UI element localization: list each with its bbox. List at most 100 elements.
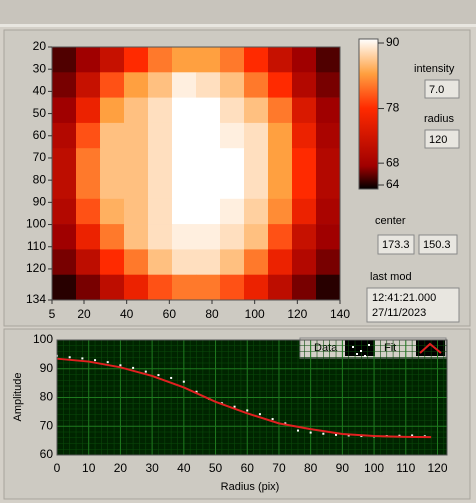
legend-swatch bbox=[345, 340, 375, 356]
ramp-tick-label: 68 bbox=[386, 155, 400, 169]
heatmap-cell bbox=[148, 249, 173, 275]
heatmap-cell bbox=[244, 173, 269, 200]
heatmap-cell bbox=[244, 249, 269, 275]
heatmap-cell bbox=[196, 249, 221, 275]
heatmap-cell bbox=[316, 148, 341, 174]
heatmap-cell bbox=[148, 148, 173, 174]
data-point bbox=[144, 370, 147, 373]
y-tick-label: 30 bbox=[33, 61, 47, 75]
data-point bbox=[347, 434, 350, 437]
legend-point bbox=[360, 350, 362, 352]
heatmap-cell bbox=[124, 47, 149, 73]
ramp-tick-label: 78 bbox=[386, 101, 400, 115]
heatmap-cell bbox=[172, 72, 197, 98]
heatmap-cell bbox=[124, 122, 149, 149]
heatmap-cell bbox=[292, 72, 317, 98]
heatmap-cell bbox=[52, 274, 77, 301]
heatmap-cell bbox=[268, 274, 293, 301]
x-tick-label: 5 bbox=[49, 307, 56, 321]
legend-label: Fit bbox=[384, 342, 396, 354]
heatmap-cell bbox=[292, 148, 317, 174]
heatmap-cell bbox=[196, 122, 221, 149]
heatmap-cell bbox=[196, 148, 221, 174]
heatmap-cell bbox=[196, 274, 221, 301]
y-tick-label: 60 bbox=[33, 128, 47, 142]
heatmap-cell bbox=[100, 47, 125, 73]
label: center bbox=[375, 215, 406, 227]
heatmap-cell bbox=[196, 173, 221, 200]
label: last mod bbox=[370, 271, 412, 283]
heatmap-cell bbox=[220, 72, 245, 98]
data-point bbox=[170, 376, 173, 379]
x-tick-label: 120 bbox=[427, 461, 447, 475]
heatmap-cell bbox=[148, 122, 173, 149]
x-tick-label: 70 bbox=[272, 461, 286, 475]
data-point bbox=[284, 422, 287, 425]
heatmap-cell bbox=[292, 249, 317, 275]
heatmap-cell bbox=[148, 224, 173, 250]
y-tick-label: 20 bbox=[33, 39, 47, 53]
heatmap-cell bbox=[196, 198, 221, 225]
heatmap-cell bbox=[268, 122, 293, 149]
data-point bbox=[271, 418, 274, 421]
y-tick-label: 100 bbox=[33, 332, 53, 346]
label: intensity bbox=[414, 63, 455, 75]
heatmap-cell bbox=[244, 97, 269, 124]
heatmap-cell bbox=[52, 72, 77, 98]
x-tick-label: 80 bbox=[304, 461, 318, 475]
heatmap-cell bbox=[124, 173, 149, 200]
y-tick-label: 40 bbox=[33, 84, 47, 98]
heatmap-cell bbox=[148, 173, 173, 200]
heatmap-cell bbox=[76, 274, 101, 301]
heatmap-cell bbox=[292, 122, 317, 149]
heatmap-cell bbox=[100, 72, 125, 98]
heatmap-cell bbox=[292, 173, 317, 200]
toolbar bbox=[0, 0, 476, 24]
heatmap-cell bbox=[196, 72, 221, 98]
heatmap-cell bbox=[148, 72, 173, 98]
legend-point bbox=[356, 353, 358, 355]
data-point bbox=[68, 356, 71, 359]
heatmap-cell bbox=[220, 198, 245, 225]
x-tick-label: 90 bbox=[336, 461, 350, 475]
heatmap-cell bbox=[316, 122, 341, 149]
heatmap-cell bbox=[292, 97, 317, 124]
y-tick-label: 80 bbox=[33, 172, 47, 186]
heatmap-cell bbox=[76, 122, 101, 149]
data-point bbox=[246, 409, 249, 412]
heatmap-cell bbox=[52, 224, 77, 250]
data-point bbox=[411, 434, 414, 437]
heatmap-cell bbox=[124, 148, 149, 174]
heatmap-cell bbox=[244, 47, 269, 73]
heatmap-cell bbox=[220, 274, 245, 301]
data-point bbox=[322, 432, 325, 435]
heatmap-cell bbox=[244, 72, 269, 98]
legend-line bbox=[419, 342, 442, 354]
heatmap-cell bbox=[292, 47, 317, 73]
y-tick-label: 60 bbox=[40, 447, 54, 461]
heatmap-cell bbox=[148, 274, 173, 301]
heatmap-cell bbox=[244, 198, 269, 225]
heatmap-cell bbox=[220, 173, 245, 200]
heatmap-cell bbox=[244, 148, 269, 174]
heatmap-cell bbox=[124, 198, 149, 225]
heatmap-cell bbox=[172, 97, 197, 124]
heatmap-cell bbox=[220, 97, 245, 124]
x-tick-label: 100 bbox=[364, 461, 384, 475]
data-point bbox=[119, 364, 122, 367]
color-ramp bbox=[358, 38, 379, 190]
x-tick-label: 100 bbox=[245, 307, 265, 321]
heatmap-cell bbox=[52, 122, 77, 149]
numeric-indicator bbox=[424, 79, 460, 99]
data-point bbox=[309, 431, 312, 434]
legend-point bbox=[364, 355, 366, 357]
heatmap-cell bbox=[172, 198, 197, 225]
data-point bbox=[94, 359, 97, 362]
heatmap-cell bbox=[292, 224, 317, 250]
heatmap-cell bbox=[220, 122, 245, 149]
x-tick-label: 60 bbox=[163, 307, 177, 321]
heatmap-cell bbox=[52, 148, 77, 174]
heatmap-cell bbox=[124, 249, 149, 275]
heatmap-cell bbox=[172, 224, 197, 250]
